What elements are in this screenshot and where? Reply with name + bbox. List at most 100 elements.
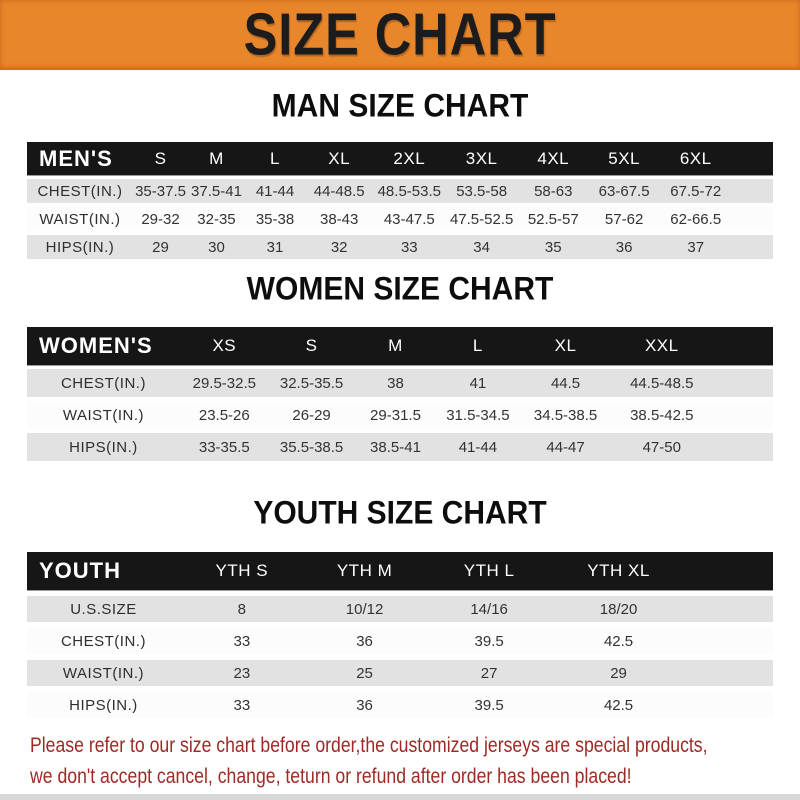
cell-value: 44.5-48.5 [630,374,694,392]
youth-section-heading: YOUTH SIZE CHART [0,495,800,532]
banner-title: SIZE CHART [243,0,557,67]
youth-waist-row: WAIST(IN.) 23 25 27 29 [27,660,773,686]
men-table-header-row: MEN'S S M L XL 2XL 3XL 4XL 5XL 6XL [27,142,773,175]
row-label: CHEST(IN.) [60,374,146,392]
men-col-header: L [270,148,280,168]
cell-value: 35.5-38.5 [279,438,344,456]
cell-value: 38 [387,374,404,392]
men-chest-row: CHEST(IN.) 35-37.5 37.5-41 41-44 44-48.5… [27,179,773,203]
youth-col-header: YTH M [336,561,393,580]
cell-value: 36 [356,696,373,714]
cell-value: 53.5-58 [456,182,508,200]
cell-value: 29 [152,238,169,256]
men-size-table: MEN'S S M L XL 2XL 3XL 4XL 5XL 6XL CHEST… [27,142,773,259]
cell-value: 34.5-38.5 [533,406,598,424]
cell-value: 36 [356,632,373,650]
women-col-header: XL [554,336,577,355]
cell-value: 23 [233,664,251,682]
men-hips-row: HIPS(IN.) 29 30 31 32 33 34 35 36 37 [27,235,773,259]
women-chest-row: CHEST(IN.) 29.5-32.5 32.5-35.5 38 41 44.… [27,369,773,397]
cell-value: 31 [266,238,284,256]
cell-value: 36 [615,238,633,256]
cell-value: 39.5 [474,632,504,650]
order-disclaimer-note: Please refer to our size chart before or… [30,730,800,792]
men-waist-row: WAIST(IN.) 29-32 32-35 35-38 38-43 43-47… [27,207,773,231]
cell-value: 37 [687,238,705,256]
cell-value: 42.5 [603,696,634,714]
cell-value: 26-29 [292,406,331,424]
youth-col-header: YTH L [463,561,515,580]
youth-col-header: YTH XL [587,561,650,580]
men-col-header: 3XL [465,148,498,168]
cell-value: 41-44 [255,182,295,200]
cell-value: 32-35 [197,210,236,228]
cell-value: 47-50 [642,438,681,456]
youth-table-title: YOUTH [39,558,121,583]
row-label: CHEST(IN.) [37,182,123,200]
row-label: WAIST(IN.) [62,664,145,682]
cell-value: 30 [208,238,225,256]
cell-value: 42.5 [603,632,634,650]
youth-hips-row: HIPS(IN.) 33 36 39.5 42.5 [27,692,773,718]
row-label: CHEST(IN.) [60,632,146,650]
cell-value: 57-62 [604,210,644,228]
cell-value: 14/16 [470,600,508,618]
women-size-table: WOMEN'S XS S M L XL XXL CHEST(IN.) 29.5-… [27,327,773,461]
cell-value: 25 [356,664,373,682]
women-col-header: XXL [644,336,679,355]
cell-value: 34 [473,238,490,256]
cell-value: 38-43 [319,210,359,228]
cell-value: 47.5-52.5 [449,210,514,228]
youth-table-header-row: YOUTH YTH S YTH M YTH L YTH XL [27,552,773,590]
men-section-heading-text: MAN SIZE CHART [271,88,529,125]
row-label: HIPS(IN.) [69,438,138,456]
cell-value: 41 [469,374,487,392]
men-col-header: 4XL [537,148,570,168]
women-section-heading-text: WOMEN SIZE CHART [246,271,554,308]
row-label: WAIST(IN.) [39,210,121,228]
cell-value: 32.5-35.5 [279,374,344,392]
cell-value: 52.5-57 [527,210,579,228]
cell-value: 38.5-41 [370,438,421,456]
men-col-header: 5XL [608,148,640,168]
men-col-header: 2XL [393,148,426,168]
bottom-border-strip [0,794,800,800]
cell-value: 18/20 [599,600,638,618]
cell-value: 33 [233,696,251,714]
youth-section-heading-text: YOUTH SIZE CHART [253,495,547,532]
cell-value: 67.5-72 [670,182,722,200]
men-section-heading: MAN SIZE CHART [0,88,800,125]
men-col-header: M [209,148,224,168]
cell-value: 44.5 [550,374,581,392]
row-label: WAIST(IN.) [62,406,145,424]
men-col-header: XL [328,148,351,168]
women-col-header: M [388,336,403,355]
cell-value: 29-32 [141,210,180,228]
youth-chest-row: CHEST(IN.) 33 36 39.5 42.5 [27,628,773,654]
women-section-heading: WOMEN SIZE CHART [0,271,800,308]
row-label: HIPS(IN.) [45,238,115,256]
women-col-header: S [305,336,318,355]
size-chart-banner: SIZE CHART [0,0,800,70]
cell-value: 58-63 [534,182,573,200]
row-label: HIPS(IN.) [69,696,138,714]
cell-value: 33 [400,238,418,256]
cell-value: 33-35.5 [198,438,250,456]
cell-value: 39.5 [474,696,504,714]
cell-value: 38.5-42.5 [630,406,694,424]
men-col-header: S [154,148,167,168]
cell-value: 23.5-26 [198,406,250,424]
cell-value: 29-31.5 [370,406,421,424]
cell-value: 27 [480,664,498,682]
women-table-title: WOMEN'S [39,333,153,358]
row-label: U.S.SIZE [70,600,137,618]
cell-value: 44-47 [546,438,585,456]
women-hips-row: HIPS(IN.) 33-35.5 35.5-38.5 38.5-41 41-4… [27,433,773,461]
cell-value: 35-37.5 [135,182,186,200]
cell-value: 62-66.5 [670,210,722,228]
cell-value: 44-48.5 [313,182,365,200]
cell-value: 41-44 [458,438,498,456]
cell-value: 43-47.5 [383,210,435,228]
cell-value: 8 [237,600,246,618]
disclaimer-line-1: Please refer to our size chart before or… [30,734,708,757]
